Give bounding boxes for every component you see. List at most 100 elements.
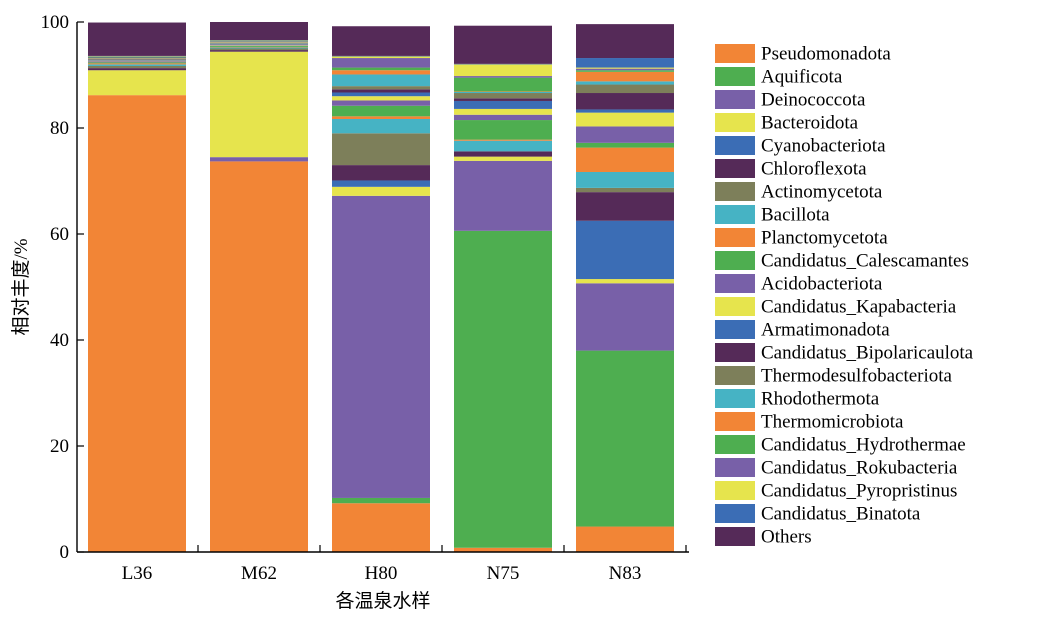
legend-label: Actinomycetota [761,182,883,203]
bar-segment-m62-armatimonadota [210,44,308,45]
legend-item-candidatus-binatota: Candidatus_Binatota [715,504,921,525]
legend-label: Aquificota [761,67,843,88]
bar-segment-h80-chloroflexota [332,165,430,181]
legend-item-candidatus-bipolaricaulota: Candidatus_Bipolaricaulota [715,343,974,364]
bar-segment-n83-chloroflexota [576,192,674,221]
bar-segment-n83-actinomycetota [576,187,674,193]
legend-item-bacillota: Bacillota [715,205,830,226]
legend-label: Thermodesulfobacteriota [761,366,953,387]
legend-item-actinomycetota: Actinomycetota [715,182,883,203]
legend-label: Candidatus_Bipolaricaulota [761,343,974,364]
legend-swatch [715,458,755,477]
bar-stack-n75 [454,25,552,552]
bar-segment-m62-candidatus-hydrothermae [210,41,308,43]
x-tick-label: H80 [365,563,398,584]
bar-segment-m62-planctomycetota [210,46,308,48]
legend-swatch [715,481,755,500]
legend-swatch [715,113,755,132]
bar-segment-h80-bacteroidota [332,186,430,196]
bar-segment-n75-aquificota [454,230,552,548]
bar-segment-l36-actinomycetota [88,65,186,69]
bar-segment-l36-candidatus-binatota [88,55,186,57]
bar-segment-n75-candidatus-rokubacteria [454,76,552,78]
bar-segment-m62-candidatus-binatota [210,40,308,41]
legend-item-aquificota: Aquificota [715,67,843,88]
legend-swatch [715,504,755,523]
legend-label: Cyanobacteriota [761,136,886,157]
bar-segment-n75-candidatus-calescamantes [454,120,552,140]
bar-segment-n83-candidatus-calescamantes [576,142,674,148]
legend-label: Planctomycetota [761,228,888,249]
bar-segment-n75-thermomicrobiota [454,91,552,92]
legend-swatch [715,67,755,86]
legend-label: Bacteroidota [761,113,859,134]
bar-segment-h80-candidatus-bipolaricaulota [332,89,430,93]
bar-segment-h80-aquificota [332,497,430,504]
bar-segment-n75-thermodesulfobacteriota [454,93,552,99]
bar-segment-l36-armatimonadota [88,60,186,61]
legend-label: Deinococcota [761,90,866,111]
bar-segment-m62-deinococcota [210,157,308,162]
legend-item-pseudomonadota: Pseudomonadota [715,44,891,65]
bar-segment-m62-pseudomonadota [210,161,308,552]
legend-swatch [715,136,755,155]
bar-stack-h80 [332,26,430,552]
bar-segment-h80-candidatus-calescamantes [332,105,430,117]
bar-segment-h80-armatimonadota [332,92,430,97]
bar-segment-n83-candidatus-hydrothermae [576,70,674,72]
bar-segment-l36-candidatus-rokubacteria [88,56,186,58]
bar-segment-n75-bacteroidota [454,156,552,161]
bar-segment-n83-candidatus-kapabacteria [576,112,674,127]
legend-label: Candidatus_Calescamantes [761,251,969,272]
bar-segment-h80-rhodothermota [332,74,430,87]
y-axis-title: 相对丰度/% [10,238,32,335]
legend-item-candidatus-rokubacteria: Candidatus_Rokubacteria [715,458,958,479]
legend-swatch [715,228,755,247]
legend-item-candidatus-hydrothermae: Candidatus_Hydrothermae [715,435,966,456]
legend-swatch [715,412,755,431]
legend-swatch [715,44,755,63]
bar-segment-h80-thermodesulfobacteriota [332,86,430,90]
bar-segment-m62-candidatus-bipolaricaulota [210,43,308,45]
bar-segment-n83-pseudomonadota [576,526,674,552]
y-tick-label: 20 [50,436,69,457]
y-tick-label: 100 [41,12,70,33]
legend-swatch [715,297,755,316]
legend-swatch [715,90,755,109]
legend-item-candidatus-kapabacteria: Candidatus_Kapabacteria [715,297,957,318]
bar-segment-m62-candidatus-kapabacteria [210,44,308,46]
bar-segment-l36-bacillota [88,64,186,66]
legend-item-candidatus-pyropristinus: Candidatus_Pyropristinus [715,481,957,502]
bar-segment-m62-candidatus-calescamantes [210,45,308,47]
y-tick-label: 40 [50,330,69,351]
bar-segment-n75-rhodothermota [454,91,552,94]
bar-segment-h80-deinococcota [332,195,430,498]
bar-segment-n83-candidatus-pyropristinus [576,67,674,69]
legend-item-bacteroidota: Bacteroidota [715,113,859,134]
bar-segment-n83-candidatus-binatota [576,58,674,68]
bar-segment-h80-candidatus-rokubacteria [332,58,430,68]
axes-layer: 0 20 40 60 80 100 L36 M62 H80 N75 N83 [41,12,689,584]
legend-label: Others [761,527,812,548]
bar-segment-n83-armatimonadota [576,109,674,113]
bar-segment-m62-candidatus-rokubacteria [210,41,308,42]
legend-item-armatimonadota: Armatimonadota [715,320,890,341]
bar-segment-h80-candidatus-kapabacteria [332,96,430,101]
bar-segment-l36-planctomycetota [88,63,186,65]
bar-segment-l36-candidatus-bipolaricaulota [88,59,186,61]
bar-segment-h80-candidatus-pyropristinus [332,56,430,59]
legend-item-others: Others [715,527,812,548]
bar-segment-l36-candidatus-hydrothermae [88,57,186,59]
bar-segment-n75-candidatus-pyropristinus [454,64,552,77]
legend-swatch [715,182,755,201]
bar-segment-l36-thermodesulfobacteriota [88,59,186,60]
bar-segment-n75-others [454,25,552,64]
legend-item-deinococcota: Deinococcota [715,90,866,111]
legend-swatch [715,435,755,454]
bar-segment-n75-chloroflexota [454,151,552,157]
bar-segment-m62-candidatus-pyropristinus [210,40,308,42]
legend-swatch [715,251,755,270]
bar-segment-l36-chloroflexota [88,68,186,71]
x-tick-label: L36 [122,563,153,584]
bar-segment-n83-aquificota [576,350,674,527]
